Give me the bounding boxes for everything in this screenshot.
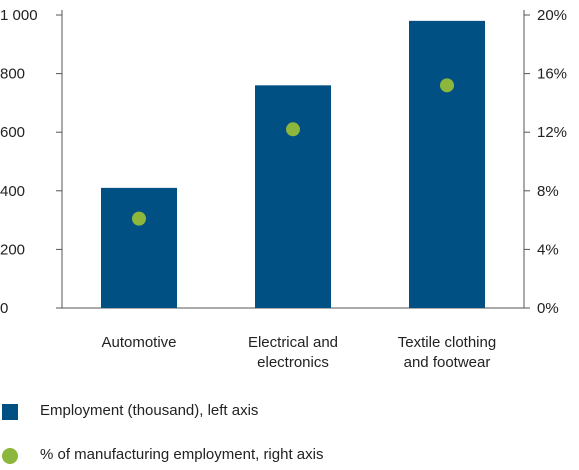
- legend-item-share: % of manufacturing employment, right axi…: [0, 444, 579, 468]
- legend-swatch-bar: [2, 404, 18, 420]
- category-label-line: Electrical and: [248, 334, 338, 351]
- category-label: Electrical and electronics: [248, 334, 338, 371]
- left-tick-label: 200: [0, 241, 25, 258]
- category-label-line: Textile clothing: [398, 334, 496, 351]
- left-tick-label: 800: [0, 66, 25, 83]
- legend-label-share: % of manufacturing employment, right axi…: [40, 446, 323, 463]
- right-tick-label: 16%: [537, 66, 567, 83]
- right-tick-label: 4%: [537, 241, 559, 258]
- bar: [101, 188, 177, 308]
- data-point: [440, 78, 454, 92]
- combo-chart: 0 200 400 600 800 1 000 0% 4% 8% 12% 16% 20% Automot…: [0, 0, 579, 380]
- right-tick-label: 0%: [537, 300, 559, 317]
- bar: [255, 85, 331, 308]
- right-tick-label: 8%: [537, 183, 559, 200]
- bar: [409, 21, 485, 308]
- left-tick-label: 0: [0, 300, 8, 317]
- data-point: [132, 212, 146, 226]
- category-label-line: Automotive: [101, 334, 176, 351]
- data-point: [286, 122, 300, 136]
- left-tick-label: 1 000: [0, 7, 38, 24]
- legend-item-employment: Employment (thousand), left axis: [0, 400, 579, 424]
- category-label: Textile clothing and footwear: [398, 334, 496, 371]
- right-tick-label: 20%: [537, 7, 567, 24]
- legend-swatch-dot: [2, 448, 18, 464]
- category-label: Automotive: [101, 334, 176, 351]
- left-tick-label: 600: [0, 124, 25, 141]
- category-label-line: electronics: [257, 354, 329, 371]
- legend-label-employment: Employment (thousand), left axis: [40, 402, 258, 419]
- right-tick-label: 12%: [537, 124, 567, 141]
- left-tick-label: 400: [0, 183, 25, 200]
- category-label-line: and footwear: [404, 354, 491, 371]
